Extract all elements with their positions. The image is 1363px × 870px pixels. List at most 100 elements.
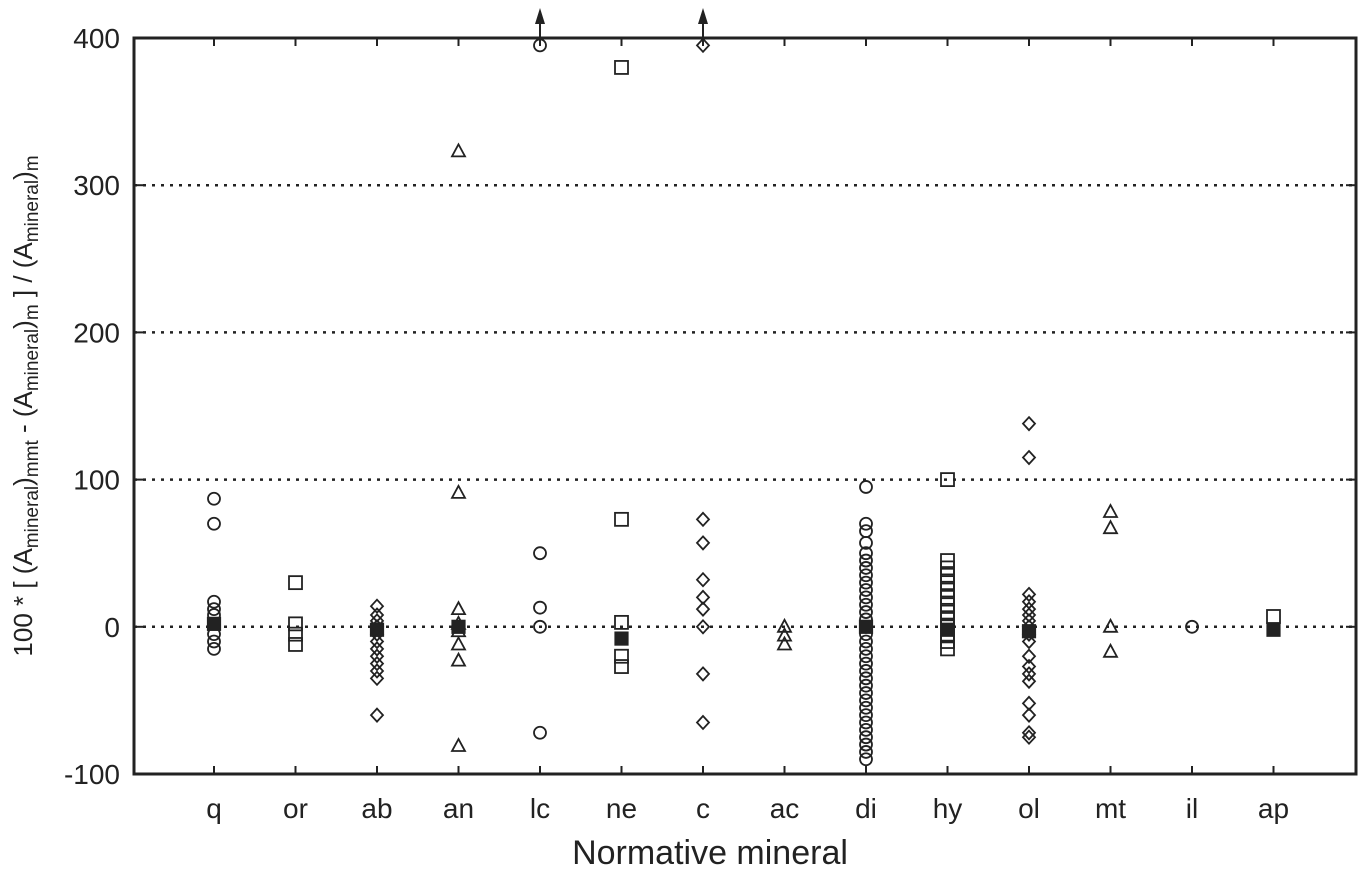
off-scale-arrows	[535, 8, 708, 40]
data-point-diamond	[1021, 626, 1037, 642]
data-point-triangle	[450, 600, 467, 616]
data-point-circle	[533, 725, 547, 740]
x-axis-title: Normative mineral	[572, 834, 848, 870]
data-point-circle	[207, 641, 221, 656]
data-point-diamond	[369, 626, 385, 642]
data-point-triangle	[776, 626, 793, 642]
x-tick-label: q	[206, 793, 222, 824]
data-point-circle	[859, 686, 873, 700]
x-tick-label: mt	[1095, 793, 1126, 824]
data-point-circle	[859, 568, 873, 583]
data-point-circle	[207, 634, 221, 649]
data-point-triangle	[450, 737, 467, 752]
data-point-circle	[207, 594, 221, 609]
data-point-circle	[859, 516, 873, 531]
data-point-diamond	[695, 535, 711, 551]
data-point-triangle	[1102, 642, 1119, 658]
y-axis-title-subscript: mmt	[22, 440, 43, 478]
data-point-circle	[207, 516, 221, 531]
data-point-diamond	[695, 571, 711, 588]
data-point-circle	[859, 535, 873, 550]
data-point-diamond	[1021, 729, 1037, 746]
data-point-circle	[859, 752, 873, 767]
data-point-diamond	[369, 648, 385, 665]
data-point-circle	[859, 678, 873, 693]
data-point-square	[288, 626, 303, 642]
data-point-triangle	[450, 142, 467, 158]
data-point-circle	[859, 553, 873, 568]
data-point-circle	[859, 590, 873, 605]
y-tick-label: 0	[104, 612, 120, 643]
y-tick-label: 300	[73, 170, 120, 201]
data-point-square-filled	[858, 619, 874, 634]
data-point-circle	[859, 480, 873, 494]
data-point-diamond	[369, 633, 385, 650]
data-points	[206, 37, 1281, 767]
data-point-triangle	[776, 617, 793, 633]
data-point-triangle	[776, 635, 793, 651]
off-scale-arrow-head	[698, 8, 708, 24]
x-tick-label: or	[283, 793, 308, 824]
data-point-triangle	[450, 651, 467, 667]
x-tick-label: hy	[933, 793, 963, 824]
data-point-diamond	[369, 641, 385, 657]
data-point-circle	[859, 730, 873, 745]
data-point-circle	[859, 715, 873, 730]
data-point-diamond	[369, 670, 385, 687]
data-point-circle	[859, 737, 873, 752]
data-point-diamond	[695, 714, 711, 731]
data-point-diamond	[695, 511, 711, 528]
data-point-circle	[859, 745, 873, 759]
y-axis-title-subscript: m	[22, 304, 43, 320]
x-tick-label: ne	[606, 793, 637, 824]
data-point-diamond	[1021, 673, 1037, 690]
data-point-triangle	[1102, 519, 1119, 535]
data-point-square	[614, 648, 629, 664]
y-tick-label: 400	[73, 23, 120, 54]
y-tick-label: 100	[73, 465, 120, 496]
data-point-square	[940, 641, 955, 657]
y-axis-title-subscript: mineral	[22, 329, 43, 391]
data-point-diamond	[695, 601, 711, 617]
x-tick-label: di	[855, 793, 877, 824]
data-point-diamond	[1021, 618, 1037, 635]
y-axis-title-subscript: mineral	[22, 486, 43, 548]
y-axis-title-part: ] / (A	[8, 242, 38, 305]
data-point-triangle	[1102, 503, 1119, 518]
y-axis-title-part: )	[8, 171, 38, 180]
data-point-diamond	[695, 666, 711, 682]
data-point-square	[614, 60, 629, 75]
data-point-diamond	[369, 618, 385, 635]
x-axis-ticks: q or ab an lc ne c ac di hy ol mt il ap	[206, 38, 1289, 824]
data-point-diamond	[369, 707, 385, 723]
data-point-circle	[207, 602, 221, 617]
gridlines	[134, 183, 1356, 629]
y-axis-title-part: 100 * [ (A	[8, 548, 38, 657]
data-point-square	[288, 637, 303, 652]
data-point-square	[614, 614, 629, 630]
x-tick-label: c	[696, 793, 710, 824]
x-tick-label: an	[443, 793, 474, 824]
x-tick-label: lc	[530, 793, 550, 824]
data-point-triangle	[450, 483, 467, 499]
data-point-square	[1266, 609, 1281, 624]
data-point-diamond	[1021, 586, 1037, 603]
plot-frame	[132, 36, 1358, 776]
data-point-diamond	[369, 655, 385, 672]
data-point-diamond	[1021, 666, 1037, 682]
data-point-triangle	[450, 635, 467, 651]
y-axis-title-subscript: m	[22, 155, 43, 171]
data-point-circle	[859, 546, 873, 561]
data-point-square-filled	[1021, 624, 1037, 639]
y-axis-title-part: - (A	[8, 391, 38, 441]
data-point-circle	[859, 671, 873, 686]
data-point-circle	[859, 575, 873, 590]
y-axis-title-part: )	[8, 477, 38, 486]
data-point-circle	[859, 524, 873, 539]
off-scale-arrow-head	[535, 8, 545, 24]
data-point-square-filled	[940, 622, 955, 637]
data-point-diamond	[1021, 633, 1037, 650]
data-point-circle	[859, 708, 873, 723]
data-point-square	[614, 511, 629, 527]
